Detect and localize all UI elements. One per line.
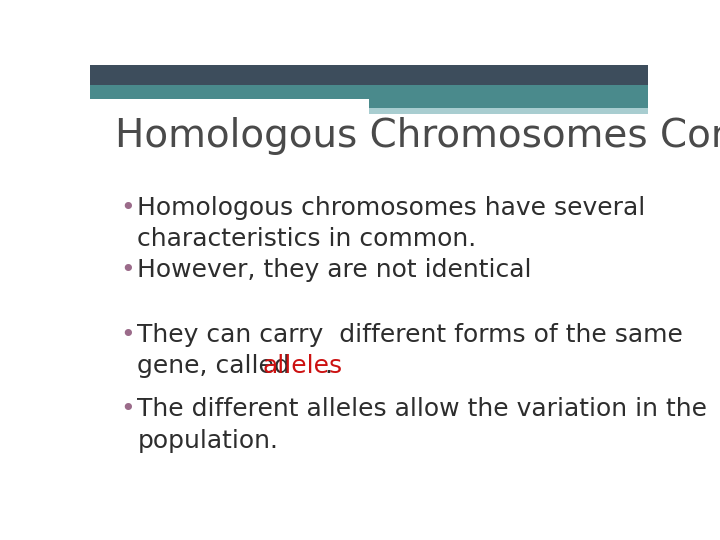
Text: population.: population. [138, 429, 279, 453]
Bar [90, 85, 369, 99]
Bar [369, 85, 648, 107]
Text: .: . [324, 354, 332, 378]
Text: •: • [121, 258, 135, 282]
Text: characteristics in common.: characteristics in common. [138, 227, 477, 251]
Text: •: • [121, 397, 135, 421]
Text: •: • [121, 196, 135, 220]
Text: Homologous Chromosomes Cont’d: Homologous Chromosomes Cont’d [115, 117, 720, 155]
Bar [90, 65, 648, 85]
Text: However, they are not identical: However, they are not identical [138, 258, 532, 282]
Bar [369, 107, 648, 114]
Text: The different alleles allow the variation in the: The different alleles allow the variatio… [138, 397, 708, 421]
Text: Homologous chromosomes have several: Homologous chromosomes have several [138, 196, 646, 220]
Text: •: • [121, 322, 135, 347]
Text: alleles: alleles [262, 354, 342, 378]
Text: gene, called: gene, called [138, 354, 298, 378]
Text: They can carry  different forms of the same: They can carry different forms of the sa… [138, 322, 683, 347]
